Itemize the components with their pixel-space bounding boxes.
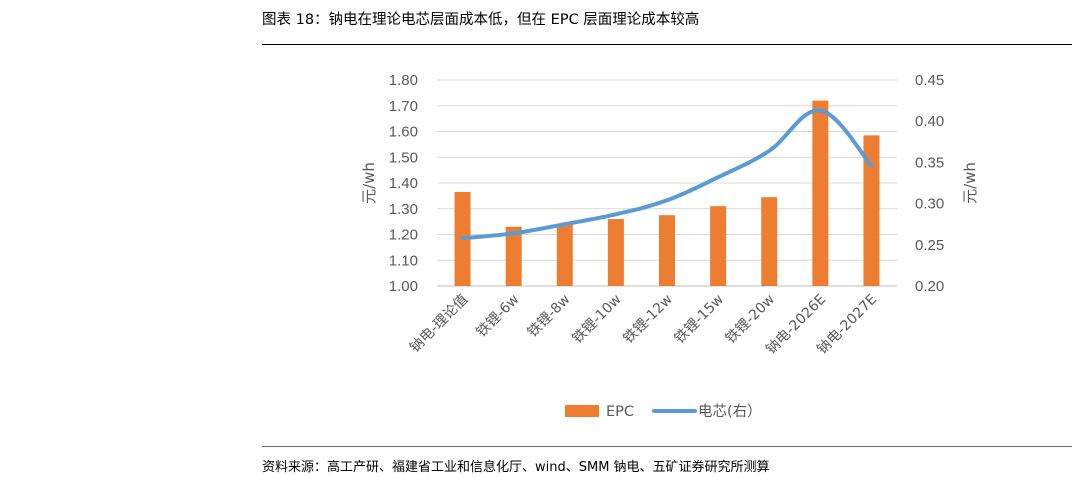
left-tick-label: 1.70 — [389, 98, 418, 115]
legend-epc-label: EPC — [606, 404, 634, 420]
right-tick-label: 0.30 — [915, 196, 944, 213]
legend-cell-label: 电芯(右） — [698, 403, 762, 420]
left-axis-title: 元/wh — [360, 162, 378, 204]
chart-title: 图表 18：钠电在理论电芯层面成本低，但在 EPC 层面理论成本较高 — [262, 12, 700, 28]
left-tick-label: 1.10 — [389, 252, 418, 269]
left-tick-label: 1.40 — [389, 175, 418, 192]
epc-bar — [863, 135, 880, 286]
category-label: 钠电-理论值 — [407, 292, 471, 356]
right-tick-label: 0.20 — [915, 278, 944, 295]
epc-bar — [761, 197, 778, 286]
source-divider — [262, 446, 1072, 447]
left-tick-label: 1.00 — [389, 278, 418, 295]
category-label: 铁锂-10w — [569, 292, 624, 347]
title-divider — [262, 44, 1072, 45]
left-tick-label: 1.50 — [389, 149, 418, 166]
right-axis-ticks: 0.20 0.25 0.30 0.35 0.40 0.45 — [915, 72, 944, 295]
category-label: 铁锂-6w — [473, 292, 522, 341]
epc-bar — [505, 226, 522, 286]
combo-chart: 1.00 1.10 1.20 1.30 1.40 1.50 1.60 1.70 1.80 0.2… — [360, 72, 979, 420]
category-labels: 钠电-理论值 铁锂-6w 铁锂-8w铁锂-10w铁锂-12w铁锂-15w铁锂-20w… — [407, 292, 880, 358]
source-note: 资料来源：高工产研、福建省工业和信息化厅、wind、SMM 钠电、五矿证券研究所… — [262, 460, 770, 475]
category-label: 铁锂-8w — [525, 292, 574, 341]
legend-epc-swatch — [565, 405, 599, 417]
category-label: 铁锂-12w — [620, 292, 675, 347]
epc-bar — [812, 100, 829, 286]
epc-bar — [607, 219, 624, 286]
right-axis-title: 元/wh — [961, 162, 979, 204]
left-tick-label: 1.80 — [389, 72, 418, 89]
left-tick-label: 1.30 — [389, 201, 418, 218]
left-axis-ticks: 1.00 1.10 1.20 1.30 1.40 1.50 1.60 1.70 1.80 — [389, 72, 418, 295]
right-tick-label: 0.25 — [915, 237, 944, 254]
epc-bar — [556, 224, 573, 286]
epc-bar — [659, 215, 675, 286]
left-tick-label: 1.20 — [389, 227, 418, 244]
cell-line — [460, 108, 874, 241]
epc-bar — [710, 206, 727, 286]
legend: EPC 电芯(右） — [565, 403, 762, 420]
right-tick-label: 0.40 — [915, 113, 944, 130]
right-tick-label: 0.45 — [915, 72, 944, 89]
epc-bars — [454, 100, 880, 286]
right-tick-label: 0.35 — [915, 154, 944, 171]
left-tick-label: 1.60 — [389, 124, 418, 141]
category-label: 铁锂-15w — [672, 292, 727, 347]
